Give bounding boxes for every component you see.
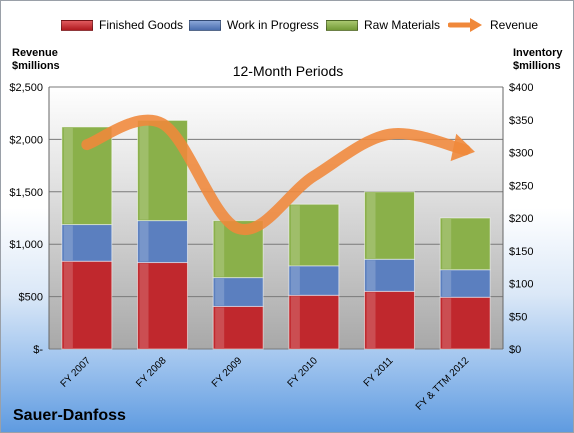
right-tick-label: $200 [509,213,533,225]
left-tick-label: $2,500 [9,82,43,94]
revenue-arrow-head [450,133,475,162]
bar-highlight [63,225,73,261]
left-axis-title-line1: Revenue [12,47,58,59]
right-axis-title-line2: $millions [513,60,561,72]
right-axis-ticks: $0 $50 $100 $150 $200 $250 $300 $350 $400 [509,82,533,356]
bar-finished-goods [288,294,340,350]
left-axis-ticks: $- $500 $1,000 $1,500 $2,000 $2,500 [9,82,43,356]
right-tick-label: $0 [509,344,521,356]
bar-work-in-progress [137,220,188,264]
bar-highlight [290,266,300,295]
right-tick-label: $400 [509,82,533,94]
bar-finished-goods [439,296,491,350]
legend-swatch-finished-goods [61,19,93,31]
x-tick-label: FY 2010 [286,355,321,390]
bar-highlight [366,260,376,291]
revenue-line [81,114,475,236]
bar-highlight [63,127,73,224]
bar-work-in-progress [364,258,415,292]
bar-raw-materials [288,203,340,267]
left-tick-label: $- [33,344,43,356]
right-tick-label: $300 [509,148,533,160]
x-tick-label: FY & TTM 2012 [414,355,472,413]
legend-arrow-icon [448,18,482,32]
bars [61,119,491,350]
legend-swatch-raw-materials [326,19,358,31]
right-tick-label: $100 [509,279,533,291]
bar-highlight [366,192,376,259]
gridlines [48,86,504,350]
bar-work-in-progress [439,269,491,298]
bar-work-in-progress [212,277,264,307]
company-name: Sauer-Danfoss [13,407,126,424]
bar-highlight [442,270,452,297]
right-axis-title: Inventory $millions [513,47,563,73]
legend-item-finished-goods: Finished Goods [61,16,183,34]
legend-swatch-work-in-progress [189,19,221,31]
bar-highlight [63,262,73,348]
left-axis-title: Revenue $millions [12,47,60,73]
right-tick-label: $150 [509,246,533,258]
bar-highlight [215,307,225,348]
legend-item-revenue: Revenue [448,16,538,34]
right-axis-title-line1: Inventory [513,47,563,59]
legend: Finished Goods Work in Progress Raw Mate… [1,16,573,34]
right-tick-label: $250 [509,180,533,192]
left-tick-label: $1,000 [9,239,43,251]
bar-highlight [139,121,149,220]
right-tick-label: $50 [509,311,527,323]
legend-label-raw-materials: Raw Materials [364,18,441,32]
bar-highlight [290,205,300,265]
bar-highlight [442,298,452,348]
bar-finished-goods [137,262,188,350]
x-tick-label: FY 2008 [134,355,169,390]
bar-highlight [139,263,149,348]
bar-raw-materials [439,217,491,271]
legend-label-finished-goods: Finished Goods [99,18,184,32]
legend-item-work-in-progress: Work in Progress [189,16,319,34]
legend-label-work-in-progress: Work in Progress [227,18,319,32]
bar-highlight [366,292,376,348]
bar-highlight [290,296,300,348]
right-tick-label: $350 [509,115,533,127]
legend-item-raw-materials: Raw Materials [326,16,440,34]
bar-highlight [215,221,225,277]
left-axis-title-line2: $millions [12,60,60,72]
left-tick-label: $500 [19,292,43,304]
x-tick-label: FY 2009 [210,355,245,390]
bar-raw-materials [364,191,415,260]
x-tick-label: FY 2007 [59,355,94,390]
bar-finished-goods [61,260,113,350]
left-tick-label: $1,500 [9,187,43,199]
bar-work-in-progress [61,224,113,262]
x-axis-ticks: FY 2007 FY 2008 FY 2009 FY 2010 FY 2011 FY & … [59,355,472,413]
bar-highlight [215,278,225,306]
bar-highlight [139,221,149,262]
x-tick-label: FY 2011 [362,355,396,389]
chart-subtitle: 12-Month Periods [232,63,344,79]
bar-highlight [442,219,452,269]
legend-label-revenue: Revenue [490,18,539,32]
bar-finished-goods [364,290,415,350]
left-tick-label: $2,000 [9,134,43,146]
